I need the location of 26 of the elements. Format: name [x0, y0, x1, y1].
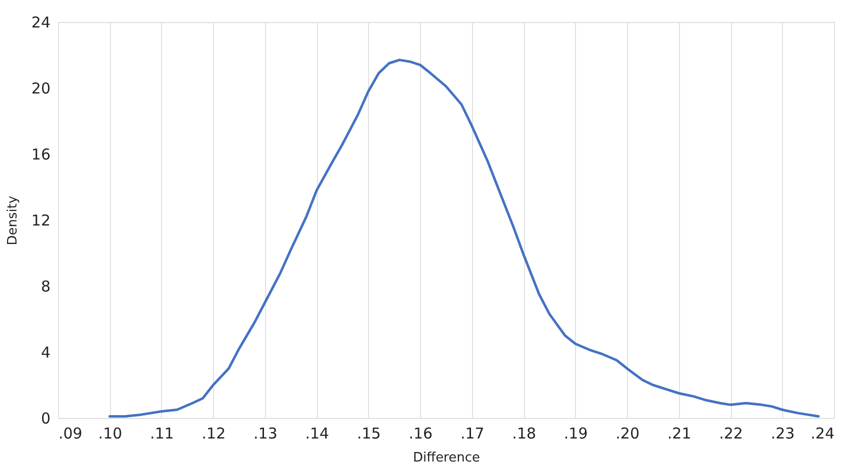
x-tick-label: .14: [305, 424, 330, 442]
y-tick-label: 8: [40, 278, 50, 296]
x-axis-title: Difference: [412, 450, 480, 466]
y-tick-label: 16: [31, 146, 50, 164]
x-tick-label: .12: [202, 424, 226, 442]
x-tick-label: .23: [770, 424, 795, 442]
x-tick-label: .11: [150, 424, 174, 442]
y-tick-label: 4: [40, 344, 50, 362]
x-tick-label: .21: [667, 424, 692, 442]
y-tick-label: 0: [40, 410, 50, 428]
x-tick-label: .15: [356, 424, 381, 442]
line-series: [108, 58, 820, 418]
x-tick-label: .16: [408, 424, 433, 442]
y-tick-label: 20: [31, 80, 50, 98]
y-tick-label: 24: [31, 14, 50, 32]
x-tick-label: .20: [616, 424, 640, 442]
x-tick-label: .09: [58, 424, 82, 442]
x-tick-label: .19: [564, 424, 588, 442]
x-tick-label: .24: [810, 424, 834, 442]
x-tick-label: .22: [719, 424, 743, 442]
x-tick-label: .18: [512, 424, 536, 442]
y-axis-title: Density: [5, 195, 20, 246]
x-tick-label: .13: [254, 424, 278, 442]
x-tick-label: .17: [460, 424, 484, 442]
x-tick-label: .10: [98, 424, 122, 442]
y-tick-label: 12: [31, 212, 50, 230]
